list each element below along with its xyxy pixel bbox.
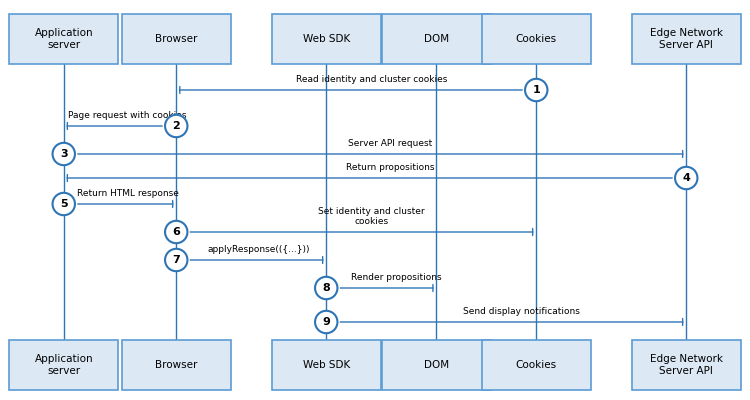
Ellipse shape (675, 167, 698, 189)
Ellipse shape (315, 277, 338, 299)
FancyBboxPatch shape (482, 14, 591, 64)
Ellipse shape (53, 143, 75, 165)
Text: 5: 5 (60, 199, 68, 209)
Text: 8: 8 (322, 283, 330, 293)
Ellipse shape (53, 193, 75, 215)
Text: Web SDK: Web SDK (302, 360, 350, 370)
Text: Return propositions: Return propositions (346, 163, 434, 172)
Text: 2: 2 (172, 121, 180, 131)
FancyBboxPatch shape (482, 340, 591, 390)
Text: Browser: Browser (155, 360, 197, 370)
FancyBboxPatch shape (382, 14, 490, 64)
Text: Cookies: Cookies (516, 360, 556, 370)
Text: 9: 9 (322, 317, 330, 327)
Text: Cookies: Cookies (516, 34, 556, 44)
FancyBboxPatch shape (122, 14, 231, 64)
FancyBboxPatch shape (122, 340, 231, 390)
Ellipse shape (315, 311, 338, 333)
Text: Application
server: Application server (34, 354, 93, 376)
Text: 3: 3 (60, 149, 68, 159)
Text: 7: 7 (172, 255, 180, 265)
FancyBboxPatch shape (272, 14, 381, 64)
FancyBboxPatch shape (9, 14, 118, 64)
Text: Web SDK: Web SDK (302, 34, 350, 44)
Text: 6: 6 (172, 227, 180, 237)
Text: Page request with cookies: Page request with cookies (68, 111, 187, 120)
Text: Edge Network
Server API: Edge Network Server API (650, 28, 723, 50)
Text: Send display notifications: Send display notifications (463, 307, 580, 316)
Text: applyResponse(({...})): applyResponse(({...})) (208, 245, 310, 254)
Text: Application
server: Application server (34, 28, 93, 50)
Text: Return HTML response: Return HTML response (76, 189, 178, 198)
Ellipse shape (165, 249, 188, 271)
Text: DOM: DOM (424, 34, 449, 44)
Text: 1: 1 (532, 85, 540, 95)
Text: DOM: DOM (424, 360, 449, 370)
Text: Render propositions: Render propositions (351, 273, 442, 282)
FancyBboxPatch shape (272, 340, 381, 390)
FancyBboxPatch shape (382, 340, 490, 390)
Text: Server API request: Server API request (348, 139, 432, 148)
Text: Edge Network
Server API: Edge Network Server API (650, 354, 723, 376)
Text: Read identity and cluster cookies: Read identity and cluster cookies (296, 75, 447, 84)
FancyBboxPatch shape (632, 14, 740, 64)
FancyBboxPatch shape (9, 340, 118, 390)
Text: Set identity and cluster
cookies: Set identity and cluster cookies (318, 206, 424, 226)
Text: Browser: Browser (155, 34, 197, 44)
Ellipse shape (525, 79, 548, 101)
FancyBboxPatch shape (632, 340, 740, 390)
Ellipse shape (165, 221, 188, 243)
Ellipse shape (165, 115, 188, 137)
Text: 4: 4 (682, 173, 690, 183)
